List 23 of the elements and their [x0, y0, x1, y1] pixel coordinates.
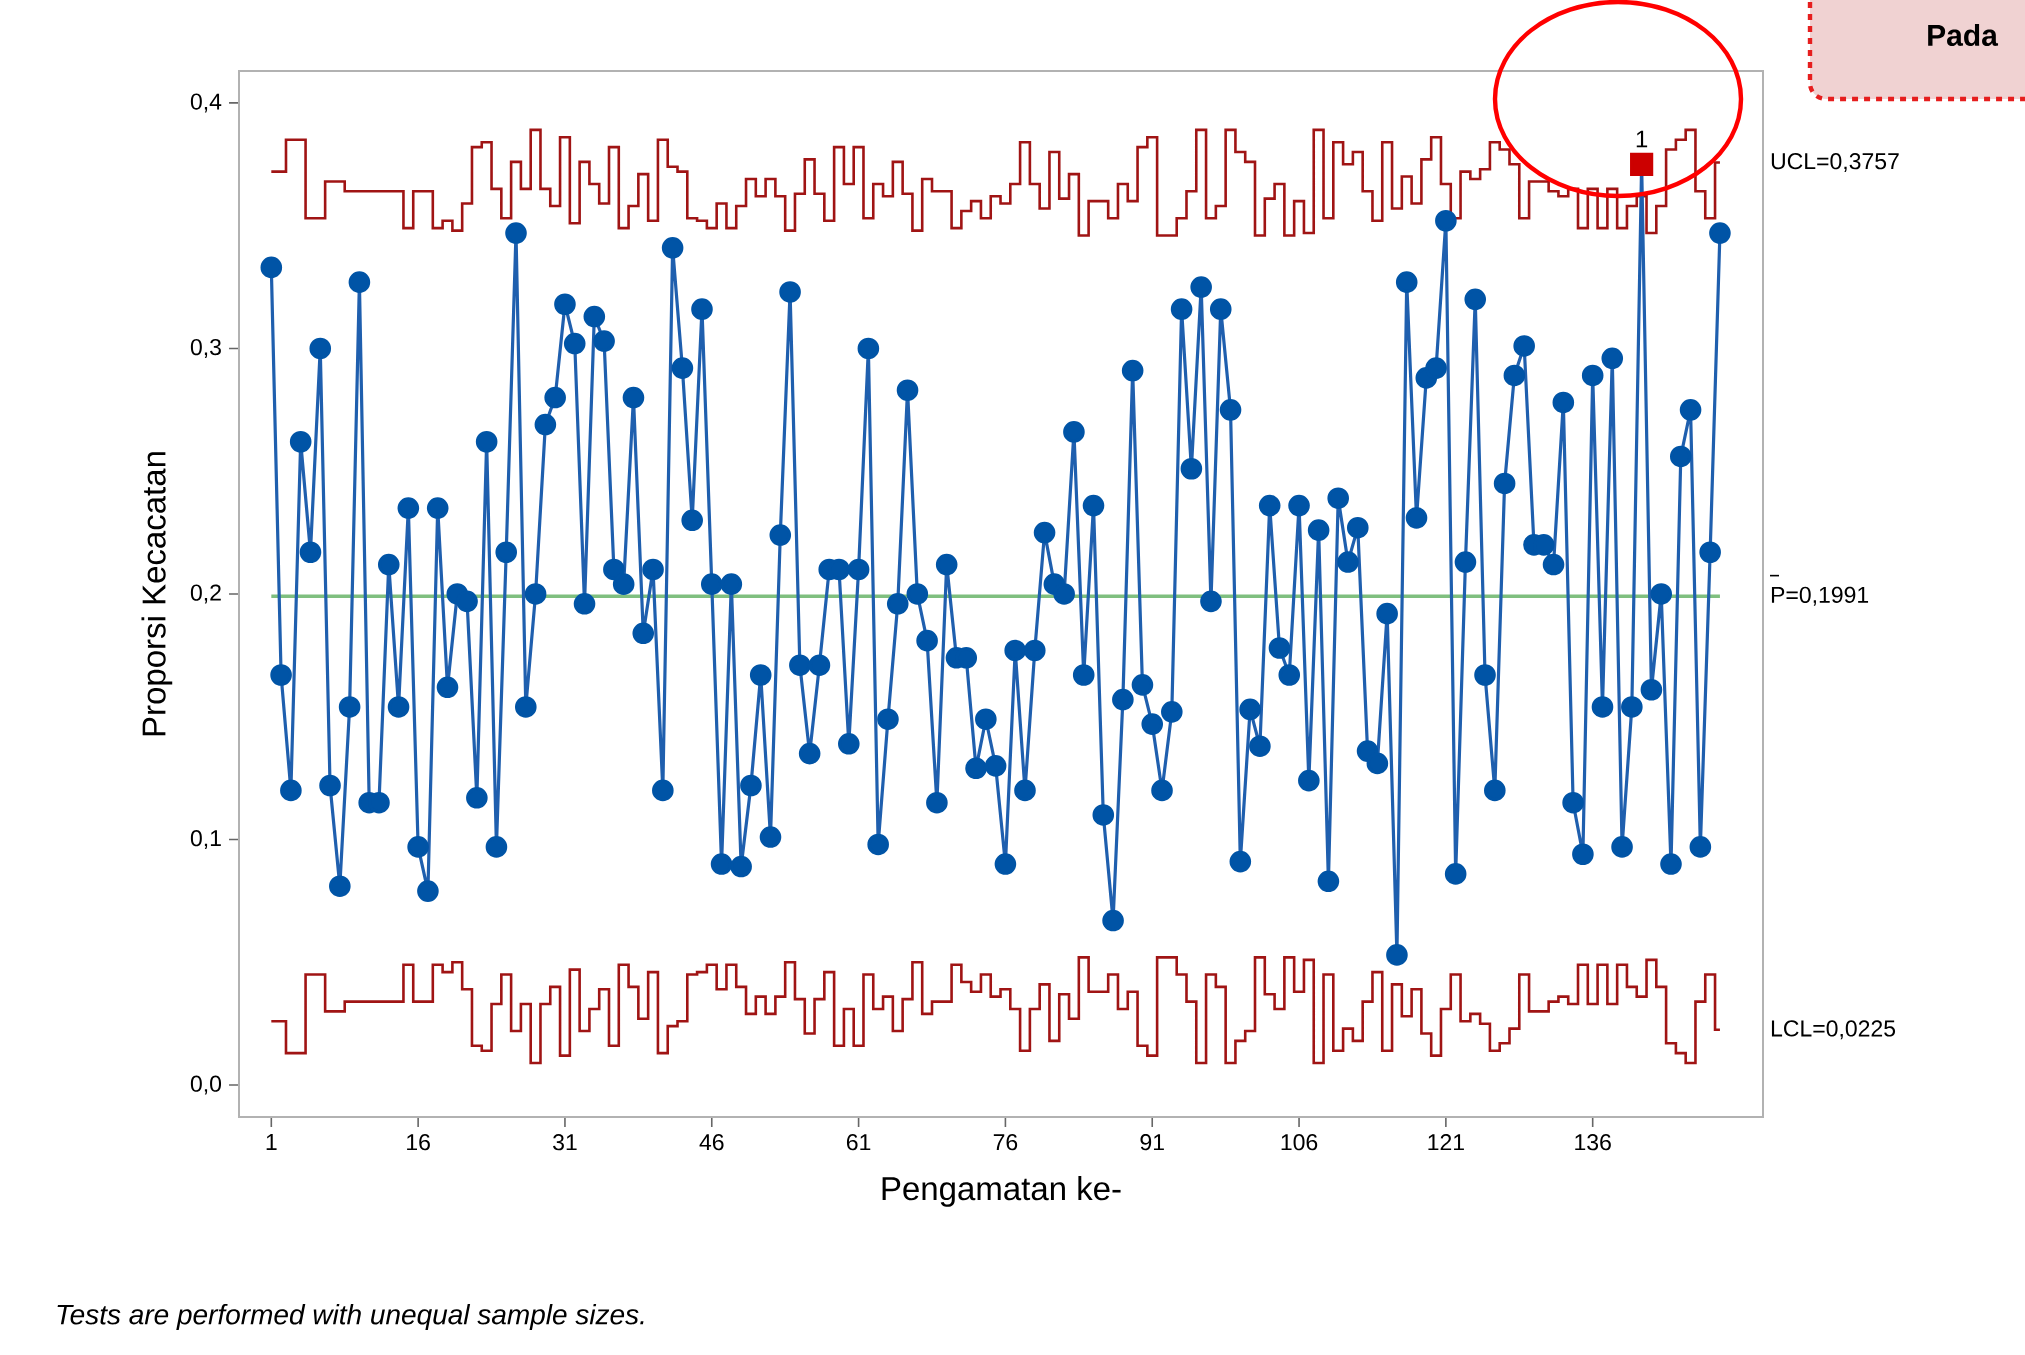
text: UCL=0,3757 [1771, 153, 1899, 173]
x-tick-label: 16 [407, 1134, 430, 1151]
y-tick-label: 0,2 [190, 584, 221, 604]
ref-line-label: P=0,1991 [1771, 586, 1869, 606]
y-tick-label: 0,1 [190, 830, 221, 850]
x-tick-label: 31 [553, 1134, 577, 1151]
x-tick-label: 46 [699, 1134, 724, 1151]
text: LCL=0,0225 [1771, 1020, 1896, 1040]
text: Tests are performed with unequal sample sizes. [57, 1303, 644, 1331]
x-axis-title: Pengamatan ke- [882, 1176, 1121, 1207]
y-tick-label: 0,3 [190, 338, 221, 358]
x-tick-label: 76 [993, 1134, 1018, 1151]
y-tick-label: 0,4 [190, 93, 222, 113]
x-tick-label: 61 [846, 1134, 871, 1151]
x-tick-label: 121 [1428, 1134, 1464, 1151]
annotation: 1 [1636, 130, 1648, 148]
x-tick-label: 136 [1575, 1134, 1611, 1151]
text: Pada [1928, 23, 1999, 46]
x-tick-label: 106 [1281, 1134, 1318, 1151]
x-tick-label: 1 [266, 1134, 277, 1150]
y-axis-title: Proporsi Kecacatan [141, 452, 173, 736]
y-tick-label: 0,0 [190, 1075, 222, 1095]
x-tick-label: 91 [1140, 1134, 1164, 1151]
